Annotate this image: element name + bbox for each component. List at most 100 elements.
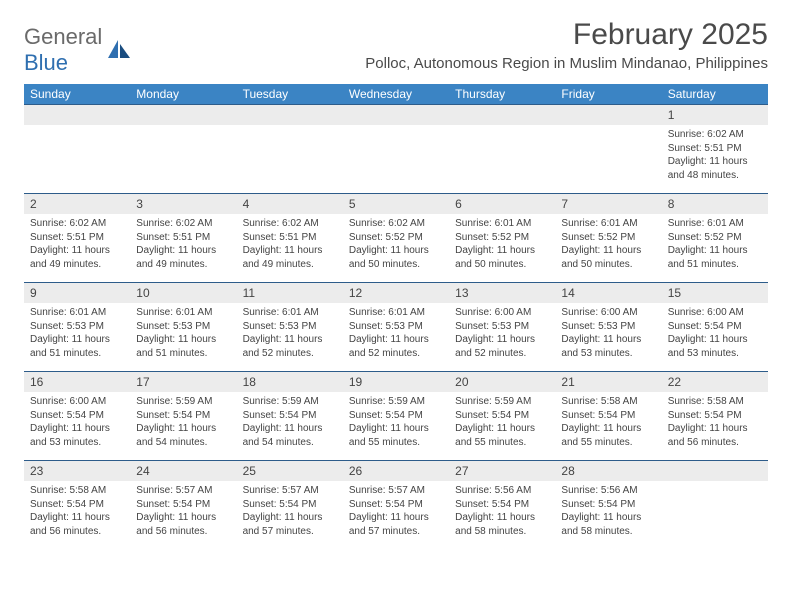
day-cell: 17Sunrise: 5:59 AMSunset: 5:54 PMDayligh… bbox=[130, 372, 236, 460]
day-number: 23 bbox=[24, 461, 130, 481]
day-sunset: Sunset: 5:54 PM bbox=[455, 498, 549, 512]
day-daylight1: Daylight: 11 hours bbox=[136, 244, 230, 258]
day-sunrise: Sunrise: 6:02 AM bbox=[30, 217, 124, 231]
month-title: February 2025 bbox=[365, 18, 768, 52]
day-daylight2: and 50 minutes. bbox=[561, 258, 655, 272]
day-number: 1 bbox=[662, 105, 768, 125]
day-daylight2: and 51 minutes. bbox=[30, 347, 124, 361]
week-row: 23Sunrise: 5:58 AMSunset: 5:54 PMDayligh… bbox=[24, 460, 768, 549]
day-sunset: Sunset: 5:53 PM bbox=[455, 320, 549, 334]
day-sunset: Sunset: 5:53 PM bbox=[136, 320, 230, 334]
day-daylight2: and 53 minutes. bbox=[30, 436, 124, 450]
day-sunset: Sunset: 5:51 PM bbox=[30, 231, 124, 245]
weekday-header-cell: Tuesday bbox=[237, 84, 343, 104]
day-sunset: Sunset: 5:53 PM bbox=[349, 320, 443, 334]
day-sunrise: Sunrise: 6:02 AM bbox=[243, 217, 337, 231]
day-daylight2: and 51 minutes. bbox=[668, 258, 762, 272]
day-cell bbox=[237, 105, 343, 193]
day-sunset: Sunset: 5:54 PM bbox=[668, 409, 762, 423]
day-number: 25 bbox=[237, 461, 343, 481]
day-body: Sunrise: 5:59 AMSunset: 5:54 PMDaylight:… bbox=[343, 392, 449, 455]
day-sunset: Sunset: 5:54 PM bbox=[561, 409, 655, 423]
day-daylight1: Daylight: 11 hours bbox=[243, 422, 337, 436]
day-cell: 16Sunrise: 6:00 AMSunset: 5:54 PMDayligh… bbox=[24, 372, 130, 460]
day-number: 14 bbox=[555, 283, 661, 303]
day-cell: 25Sunrise: 5:57 AMSunset: 5:54 PMDayligh… bbox=[237, 461, 343, 549]
day-daylight1: Daylight: 11 hours bbox=[243, 244, 337, 258]
day-daylight2: and 51 minutes. bbox=[136, 347, 230, 361]
day-number bbox=[555, 105, 661, 125]
day-daylight2: and 54 minutes. bbox=[243, 436, 337, 450]
day-daylight1: Daylight: 11 hours bbox=[668, 244, 762, 258]
day-body: Sunrise: 5:59 AMSunset: 5:54 PMDaylight:… bbox=[130, 392, 236, 455]
day-cell: 27Sunrise: 5:56 AMSunset: 5:54 PMDayligh… bbox=[449, 461, 555, 549]
day-number: 3 bbox=[130, 194, 236, 214]
day-body: Sunrise: 6:00 AMSunset: 5:54 PMDaylight:… bbox=[24, 392, 130, 455]
day-sunrise: Sunrise: 6:02 AM bbox=[668, 128, 762, 142]
day-body: Sunrise: 6:01 AMSunset: 5:52 PMDaylight:… bbox=[662, 214, 768, 277]
day-number: 28 bbox=[555, 461, 661, 481]
day-cell: 5Sunrise: 6:02 AMSunset: 5:52 PMDaylight… bbox=[343, 194, 449, 282]
day-sunset: Sunset: 5:53 PM bbox=[30, 320, 124, 334]
day-cell bbox=[662, 461, 768, 549]
calendar: SundayMondayTuesdayWednesdayThursdayFrid… bbox=[24, 84, 768, 549]
day-daylight1: Daylight: 11 hours bbox=[668, 333, 762, 347]
day-body: Sunrise: 5:59 AMSunset: 5:54 PMDaylight:… bbox=[449, 392, 555, 455]
day-daylight2: and 57 minutes. bbox=[349, 525, 443, 539]
day-sunset: Sunset: 5:53 PM bbox=[561, 320, 655, 334]
day-cell: 13Sunrise: 6:00 AMSunset: 5:53 PMDayligh… bbox=[449, 283, 555, 371]
day-daylight1: Daylight: 11 hours bbox=[455, 422, 549, 436]
day-daylight1: Daylight: 11 hours bbox=[561, 422, 655, 436]
day-number: 24 bbox=[130, 461, 236, 481]
day-number: 16 bbox=[24, 372, 130, 392]
day-cell: 9Sunrise: 6:01 AMSunset: 5:53 PMDaylight… bbox=[24, 283, 130, 371]
day-body: Sunrise: 6:02 AMSunset: 5:52 PMDaylight:… bbox=[343, 214, 449, 277]
day-body: Sunrise: 5:58 AMSunset: 5:54 PMDaylight:… bbox=[555, 392, 661, 455]
day-number: 12 bbox=[343, 283, 449, 303]
day-sunrise: Sunrise: 5:58 AM bbox=[30, 484, 124, 498]
header: General Blue February 2025 Polloc, Auton… bbox=[24, 18, 768, 76]
day-sunrise: Sunrise: 6:00 AM bbox=[561, 306, 655, 320]
day-daylight1: Daylight: 11 hours bbox=[349, 422, 443, 436]
day-number: 26 bbox=[343, 461, 449, 481]
day-daylight2: and 50 minutes. bbox=[455, 258, 549, 272]
day-daylight1: Daylight: 11 hours bbox=[243, 333, 337, 347]
day-cell: 12Sunrise: 6:01 AMSunset: 5:53 PMDayligh… bbox=[343, 283, 449, 371]
day-body: Sunrise: 6:00 AMSunset: 5:53 PMDaylight:… bbox=[555, 303, 661, 366]
day-number bbox=[449, 105, 555, 125]
day-number: 8 bbox=[662, 194, 768, 214]
day-cell: 20Sunrise: 5:59 AMSunset: 5:54 PMDayligh… bbox=[449, 372, 555, 460]
day-cell: 23Sunrise: 5:58 AMSunset: 5:54 PMDayligh… bbox=[24, 461, 130, 549]
day-cell bbox=[555, 105, 661, 193]
day-number: 5 bbox=[343, 194, 449, 214]
weekday-header-cell: Thursday bbox=[449, 84, 555, 104]
day-cell bbox=[130, 105, 236, 193]
calendar-body: 1Sunrise: 6:02 AMSunset: 5:51 PMDaylight… bbox=[24, 104, 768, 549]
day-daylight2: and 49 minutes. bbox=[30, 258, 124, 272]
day-cell: 3Sunrise: 6:02 AMSunset: 5:51 PMDaylight… bbox=[130, 194, 236, 282]
day-body: Sunrise: 5:58 AMSunset: 5:54 PMDaylight:… bbox=[24, 481, 130, 544]
day-cell: 7Sunrise: 6:01 AMSunset: 5:52 PMDaylight… bbox=[555, 194, 661, 282]
title-block: February 2025 Polloc, Autonomous Region … bbox=[365, 18, 768, 72]
day-cell: 10Sunrise: 6:01 AMSunset: 5:53 PMDayligh… bbox=[130, 283, 236, 371]
day-daylight1: Daylight: 11 hours bbox=[136, 511, 230, 525]
day-daylight1: Daylight: 11 hours bbox=[668, 155, 762, 169]
week-row: 16Sunrise: 6:00 AMSunset: 5:54 PMDayligh… bbox=[24, 371, 768, 460]
day-sunset: Sunset: 5:52 PM bbox=[349, 231, 443, 245]
day-daylight2: and 56 minutes. bbox=[30, 525, 124, 539]
day-daylight1: Daylight: 11 hours bbox=[561, 244, 655, 258]
day-daylight1: Daylight: 11 hours bbox=[561, 333, 655, 347]
week-row: 9Sunrise: 6:01 AMSunset: 5:53 PMDaylight… bbox=[24, 282, 768, 371]
day-daylight2: and 53 minutes. bbox=[561, 347, 655, 361]
day-sunset: Sunset: 5:54 PM bbox=[349, 498, 443, 512]
day-sunrise: Sunrise: 5:59 AM bbox=[136, 395, 230, 409]
day-body: Sunrise: 5:56 AMSunset: 5:54 PMDaylight:… bbox=[555, 481, 661, 544]
day-cell: 8Sunrise: 6:01 AMSunset: 5:52 PMDaylight… bbox=[662, 194, 768, 282]
day-cell: 2Sunrise: 6:02 AMSunset: 5:51 PMDaylight… bbox=[24, 194, 130, 282]
day-cell: 21Sunrise: 5:58 AMSunset: 5:54 PMDayligh… bbox=[555, 372, 661, 460]
day-daylight2: and 52 minutes. bbox=[243, 347, 337, 361]
day-daylight2: and 52 minutes. bbox=[455, 347, 549, 361]
day-body: Sunrise: 6:01 AMSunset: 5:52 PMDaylight:… bbox=[555, 214, 661, 277]
day-sunrise: Sunrise: 6:01 AM bbox=[561, 217, 655, 231]
day-body: Sunrise: 5:59 AMSunset: 5:54 PMDaylight:… bbox=[237, 392, 343, 455]
